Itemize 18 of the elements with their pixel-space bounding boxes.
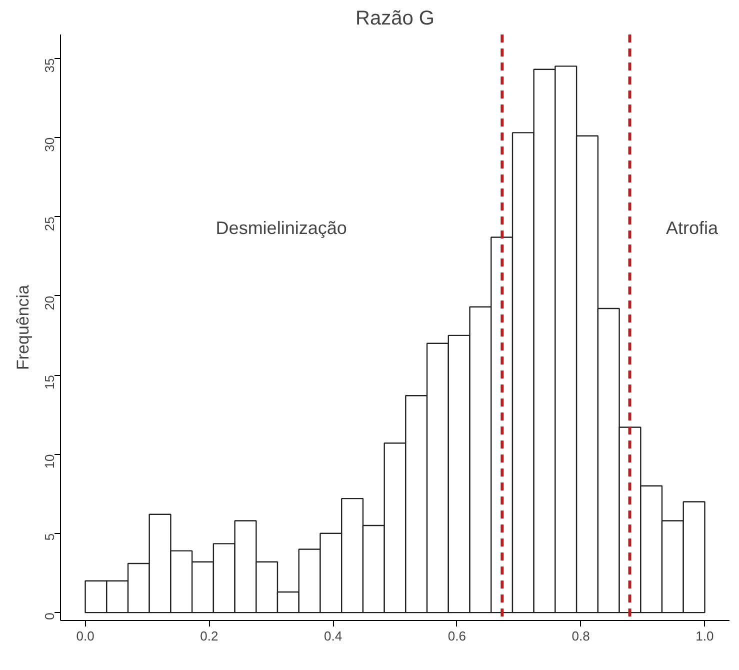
chart-title: Razão G [356,8,434,30]
annotation: Desmielinização [216,218,347,238]
x-tick-label: 0.6 [448,628,466,644]
x-tick-label: 0.0 [76,628,94,644]
y-tick-label: 25 [42,216,57,232]
y-axis-title: Frequência [14,284,32,370]
y-tick-label: 15 [42,375,57,390]
y-tick-label: 35 [42,58,57,73]
x-tick-label: 0.2 [200,628,218,644]
x-tick-label: 1.0 [696,628,714,644]
x-tick-label: 0.8 [572,628,590,644]
y-tick-label: 30 [42,137,57,152]
y-tick-label: 10 [42,454,57,469]
y-tick-label: 20 [42,296,57,310]
y-tick-label: 0 [42,612,57,620]
annotation: Atrofia [666,218,720,238]
x-tick-label: 0.4 [324,628,342,644]
y-tick-label: 5 [42,533,57,541]
